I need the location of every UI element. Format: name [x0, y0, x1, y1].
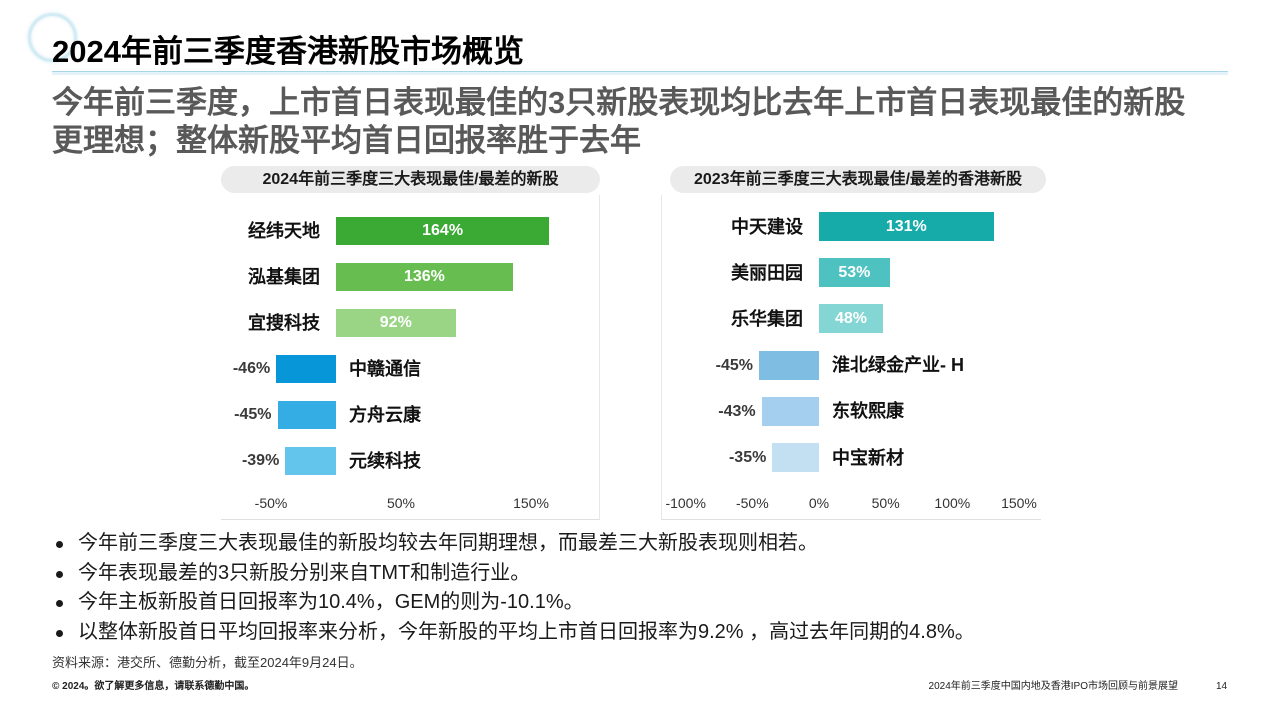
- bullet-dot-icon: [56, 570, 63, 578]
- chart2-bar-1: [819, 212, 994, 241]
- chart1-bar-6: [285, 447, 336, 475]
- chart2-category-label-2: 美丽田园: [731, 262, 803, 283]
- chart1-data-label-6: -39%: [241, 452, 280, 469]
- chart2-bar-6: [772, 443, 819, 472]
- bullet-text: 今年主板新股首日回报率为10.4%，GEM的则为-10.1%。: [78, 591, 584, 613]
- chart1-data-label-5: -45%: [234, 406, 272, 423]
- chart1-category-label-6: 元续科技: [349, 451, 421, 471]
- chart1-x-tick-label: 50%: [386, 495, 416, 511]
- subtitle-line: 更理想；整体新股平均首日回报率胜于去年: [52, 123, 641, 158]
- chart2-x-tick-label: 50%: [871, 495, 900, 511]
- subtitle-line: 今年前三季度，上市首日表现最佳的3只新股表现均比去年上市首日表现最佳的新股: [52, 85, 1186, 120]
- chart1-data-label-3: 92%: [379, 314, 412, 331]
- chart1-bar-1: [336, 217, 550, 245]
- chart1-bar-3: [336, 309, 456, 337]
- chart1-category-label-4: 中赣通信: [349, 359, 421, 379]
- chart2-category-label-5: 东软熙康: [832, 401, 904, 422]
- footer-copyright: © 2024。欲了解更多信息，请联系德勤中国。: [52, 681, 255, 692]
- chart2-x-tick-label: 100%: [934, 495, 971, 511]
- footer-report-title: 2024年前三季度中国内地及香港IPO市场回顾与前景展望: [928, 681, 1178, 692]
- bullet-item: 今年前三季度三大表现最佳的新股均较去年同期理想，而最差三大新股表现则相若。: [55, 529, 975, 559]
- chart1-category-label-5: 方舟云康: [349, 405, 421, 425]
- key-findings-list: 今年前三季度三大表现最佳的新股均较去年同期理想，而最差三大新股表现则相若。 今年…: [55, 529, 975, 647]
- chart1-title: 2024年前三季度三大表现最佳/最差的新股: [221, 166, 600, 193]
- bullet-text: 今年前三季度三大表现最佳的新股均较去年同期理想，而最差三大新股表现则相若。: [78, 532, 818, 554]
- slide-title: 2024年前三季度香港新股市场概览: [52, 34, 524, 69]
- bullet-dot-icon: [56, 600, 63, 607]
- bullet-item: 今年表现最差的3只新股分别来自TMT和制造行业。: [55, 559, 975, 589]
- decorative-ring-icon: [28, 13, 77, 62]
- chart2-category-label-4: 淮北绿金产业- H: [832, 355, 964, 376]
- chart1-bar-2: [336, 263, 513, 291]
- bullet-item: 今年主板新股首日回报率为10.4%，GEM的则为-10.1%。: [55, 588, 975, 618]
- chart2-data-label-5: -43%: [718, 402, 756, 420]
- bullet-item: 以整体新股首日平均回报率来分析，今年新股的平均上市首日回报率为9.2% ，高过去…: [55, 618, 975, 648]
- chart1-plot-area: 164% 经纬天地 136% 泓基集团 92% 宜搜科技 -46% 中赣通信 -45% 方舟云康 -…: [221, 195, 600, 520]
- chart1-bar-4: [276, 355, 336, 383]
- chart1-category-label-3: 宜搜科技: [248, 313, 320, 333]
- chart2-category-label-6: 中宝新材: [832, 447, 904, 468]
- bullet-dot-icon: [56, 629, 63, 637]
- title-divider: [52, 71, 1228, 75]
- chart2-category-label-3: 乐华集团: [731, 308, 803, 329]
- chart2-plot-area: 131% 中天建设 53% 美丽田园 48% 乐华集团 -45% 淮北绿金产业- H -43% 东…: [661, 195, 1041, 520]
- chart2-x-tick-label: 150%: [1001, 495, 1037, 511]
- chart2-category-label-1: 中天建设: [731, 216, 803, 237]
- chart2-data-label-6: -35%: [728, 449, 767, 466]
- chart1-data-label-2: 136%: [403, 268, 445, 285]
- chart1-bar-5: [277, 401, 336, 429]
- chart1-x-tick-label: 150%: [513, 495, 549, 511]
- chart2-x-tick-label: -100%: [665, 495, 706, 511]
- chart2-bar-2: [819, 258, 890, 288]
- chart1-category-label-2: 泓基集团: [248, 267, 320, 287]
- chart2-data-label-3: 48%: [834, 310, 867, 328]
- bullet-text: 今年表现最差的3只新股分别来自TMT和制造行业。: [78, 561, 531, 584]
- bullet-text: 以整体新股首日平均回报率来分析，今年新股的平均上市首日回报率为9.2% ，高过去…: [78, 620, 975, 643]
- source-note: 资料来源：港交所、德勤分析，截至2024年9月24日。: [52, 655, 363, 670]
- bullet-dot-icon: [56, 541, 63, 548]
- page-number: 14: [1216, 681, 1228, 692]
- slide-subtitle: 今年前三季度，上市首日表现最佳的3只新股表现均比去年上市首日表现最佳的新股 更理…: [52, 84, 1185, 160]
- chart1-category-label-1: 经纬天地: [248, 221, 320, 241]
- chart2-data-label-2: 53%: [838, 264, 871, 282]
- chart2-title: 2023年前三季度三大表现最佳/最差的香港新股: [670, 166, 1046, 193]
- chart2-x-tick-label: 0%: [808, 495, 830, 511]
- chart2-bar-3: [819, 304, 883, 334]
- chart1-x-tick-label: -50%: [254, 495, 288, 511]
- chart2-x-tick-label: -50%: [735, 495, 769, 511]
- chart2-bar-5: [761, 396, 819, 426]
- chart1-data-label-4: -46%: [232, 360, 271, 377]
- chart2-data-label-4: -45%: [715, 356, 753, 374]
- chart2-bar-4: [759, 350, 819, 380]
- chart1-data-label-1: 164%: [422, 222, 464, 239]
- chart2-data-label-1: 131%: [885, 218, 927, 235]
